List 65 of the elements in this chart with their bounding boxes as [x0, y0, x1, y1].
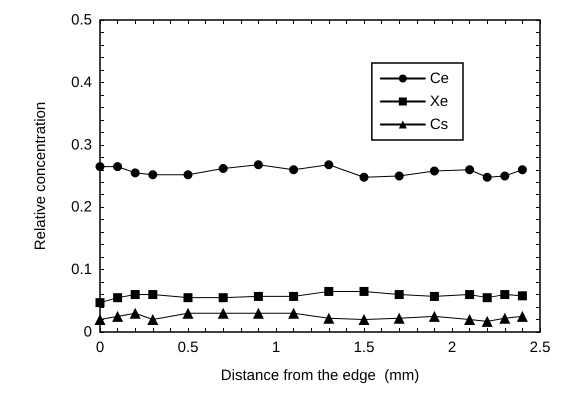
- point: [130, 308, 141, 319]
- point: [500, 172, 510, 180]
- point: [148, 290, 158, 300]
- point: [394, 172, 404, 180]
- point: [499, 312, 510, 324]
- point: [518, 165, 527, 174]
- point: [430, 166, 439, 176]
- point: [218, 308, 229, 319]
- point: [289, 165, 298, 174]
- point: [254, 292, 263, 301]
- point: [360, 172, 368, 182]
- point: [113, 293, 122, 302]
- point: [482, 172, 492, 182]
- point: [324, 160, 334, 170]
- point: [289, 292, 298, 301]
- point: [323, 312, 334, 324]
- x-tick-label: 0.5: [178, 339, 198, 356]
- point: [184, 170, 192, 180]
- point: [96, 162, 104, 172]
- point: [182, 308, 194, 319]
- point: [218, 293, 228, 302]
- legend-label: Ce: [430, 70, 450, 87]
- x-tick-label: 0: [96, 339, 104, 356]
- y-axis-title: Relative concentration: [32, 102, 49, 250]
- y-tick-label: 0.5: [71, 12, 92, 28]
- point: [130, 168, 140, 178]
- y-tick-label: 0.2: [71, 198, 92, 216]
- point: [394, 312, 405, 324]
- y-tick-label: 0: [84, 324, 92, 340]
- point: [482, 293, 492, 302]
- point: [428, 310, 440, 322]
- point: [130, 290, 140, 300]
- point: [518, 291, 527, 300]
- x-tick-label: 1: [272, 339, 280, 356]
- point: [482, 316, 493, 327]
- point: [464, 314, 476, 326]
- point: [430, 292, 439, 301]
- x-tick-label: 2.5: [530, 339, 550, 356]
- point: [288, 308, 300, 319]
- point: [360, 286, 368, 296]
- point: [394, 290, 404, 300]
- point: [500, 290, 510, 300]
- point: [252, 308, 264, 319]
- x-axis-title: Distance from the edge (mm): [220, 367, 420, 384]
- point: [148, 170, 158, 180]
- point: [218, 164, 228, 174]
- x-tick-label: 1.5: [354, 339, 374, 356]
- x-tick-label: 2: [448, 339, 456, 356]
- point: [465, 165, 474, 174]
- legend-label: Cs: [430, 116, 448, 133]
- point: [324, 286, 334, 296]
- point: [516, 310, 528, 322]
- point: [112, 310, 124, 322]
- legend-label: Xe: [430, 93, 448, 110]
- point: [96, 298, 104, 308]
- y-tick-label: 0.4: [71, 74, 92, 91]
- y-tick-label: 0.3: [71, 136, 92, 154]
- point: [254, 160, 263, 170]
- point: [358, 314, 370, 326]
- point: [147, 314, 158, 326]
- point: [184, 293, 192, 302]
- y-tick-label: 0.1: [71, 261, 92, 278]
- point: [465, 290, 474, 300]
- point: [94, 314, 106, 326]
- point: [113, 162, 122, 172]
